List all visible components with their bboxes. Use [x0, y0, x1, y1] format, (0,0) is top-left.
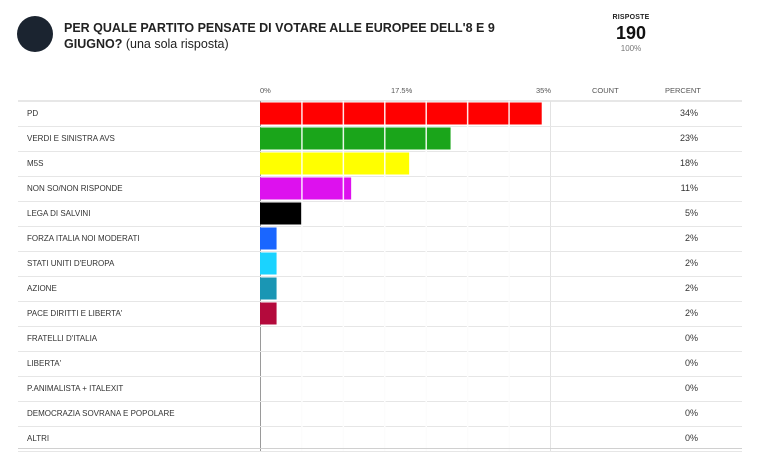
- bar: [260, 127, 451, 150]
- bar: [260, 102, 542, 125]
- axis-tick-label: 17.5%: [391, 86, 413, 95]
- percent-value: 18%: [679, 157, 698, 168]
- percent-value: 11%: [680, 182, 698, 193]
- question-text: PER QUALE PARTITO PENSATE DI VOTARE ALLE…: [64, 21, 495, 51]
- percent-value: 2%: [684, 257, 698, 268]
- percent-value: 0%: [684, 357, 698, 368]
- responses-percent: 100%: [620, 44, 642, 53]
- responses-label: RISPOSTE: [612, 14, 650, 21]
- percent-value: 2%: [684, 282, 698, 293]
- category-label: PD: [27, 108, 39, 118]
- bar: [260, 277, 277, 300]
- bar: [260, 252, 277, 275]
- question-suffix: (una sola risposta): [125, 37, 229, 51]
- category-label: STATI UNITI D'EUROPA: [27, 258, 115, 268]
- percent-value: 0%: [684, 332, 698, 343]
- axis-tick-label: 35%: [536, 86, 552, 95]
- column-header-percent: PERCENT: [665, 86, 701, 95]
- category-label: M5S: [27, 158, 44, 168]
- column-header-count: COUNT: [592, 86, 619, 95]
- responses-summary: RISPOSTE 190 100%: [600, 14, 662, 53]
- divider: [18, 448, 742, 449]
- bar: [260, 227, 277, 250]
- bar: [260, 302, 277, 325]
- bar: [260, 177, 352, 200]
- bar: [260, 202, 302, 225]
- responses-count: 190: [615, 23, 647, 43]
- category-label: NON SO/NON RISPONDE: [27, 183, 123, 193]
- category-label: FRATELLI D'ITALIA: [27, 333, 98, 343]
- avatar: [17, 16, 53, 52]
- category-label: LEGA DI SALVINI: [27, 208, 91, 218]
- percent-value: 0%: [684, 432, 698, 443]
- category-label: PACE DIRITTI E LIBERTA': [27, 308, 123, 318]
- percent-value: 0%: [684, 407, 698, 418]
- percent-value: 23%: [679, 132, 698, 143]
- category-label: FORZA ITALIA NOI MODERATI: [27, 233, 140, 243]
- category-label: DEMOCRAZIA SOVRANA E POPOLARE: [27, 408, 175, 418]
- percent-value: 0%: [684, 382, 698, 393]
- category-label: ALTRI: [27, 433, 50, 443]
- bar: [260, 152, 410, 175]
- percent-value: 34%: [679, 107, 698, 118]
- percent-value: 5%: [684, 207, 698, 218]
- percent-value: 2%: [684, 307, 698, 318]
- axis-tick-label: 0%: [260, 86, 271, 95]
- category-label: VERDI E SINISTRA AVS: [27, 133, 115, 143]
- category-label: P.ANIMALISTA + ITALEXIT: [27, 383, 124, 393]
- poll-question: PER QUALE PARTITO PENSATE DI VOTARE ALLE…: [64, 20, 544, 52]
- category-label: LIBERTA': [27, 358, 62, 368]
- percent-value: 2%: [684, 232, 698, 243]
- category-label: AZIONE: [27, 283, 57, 293]
